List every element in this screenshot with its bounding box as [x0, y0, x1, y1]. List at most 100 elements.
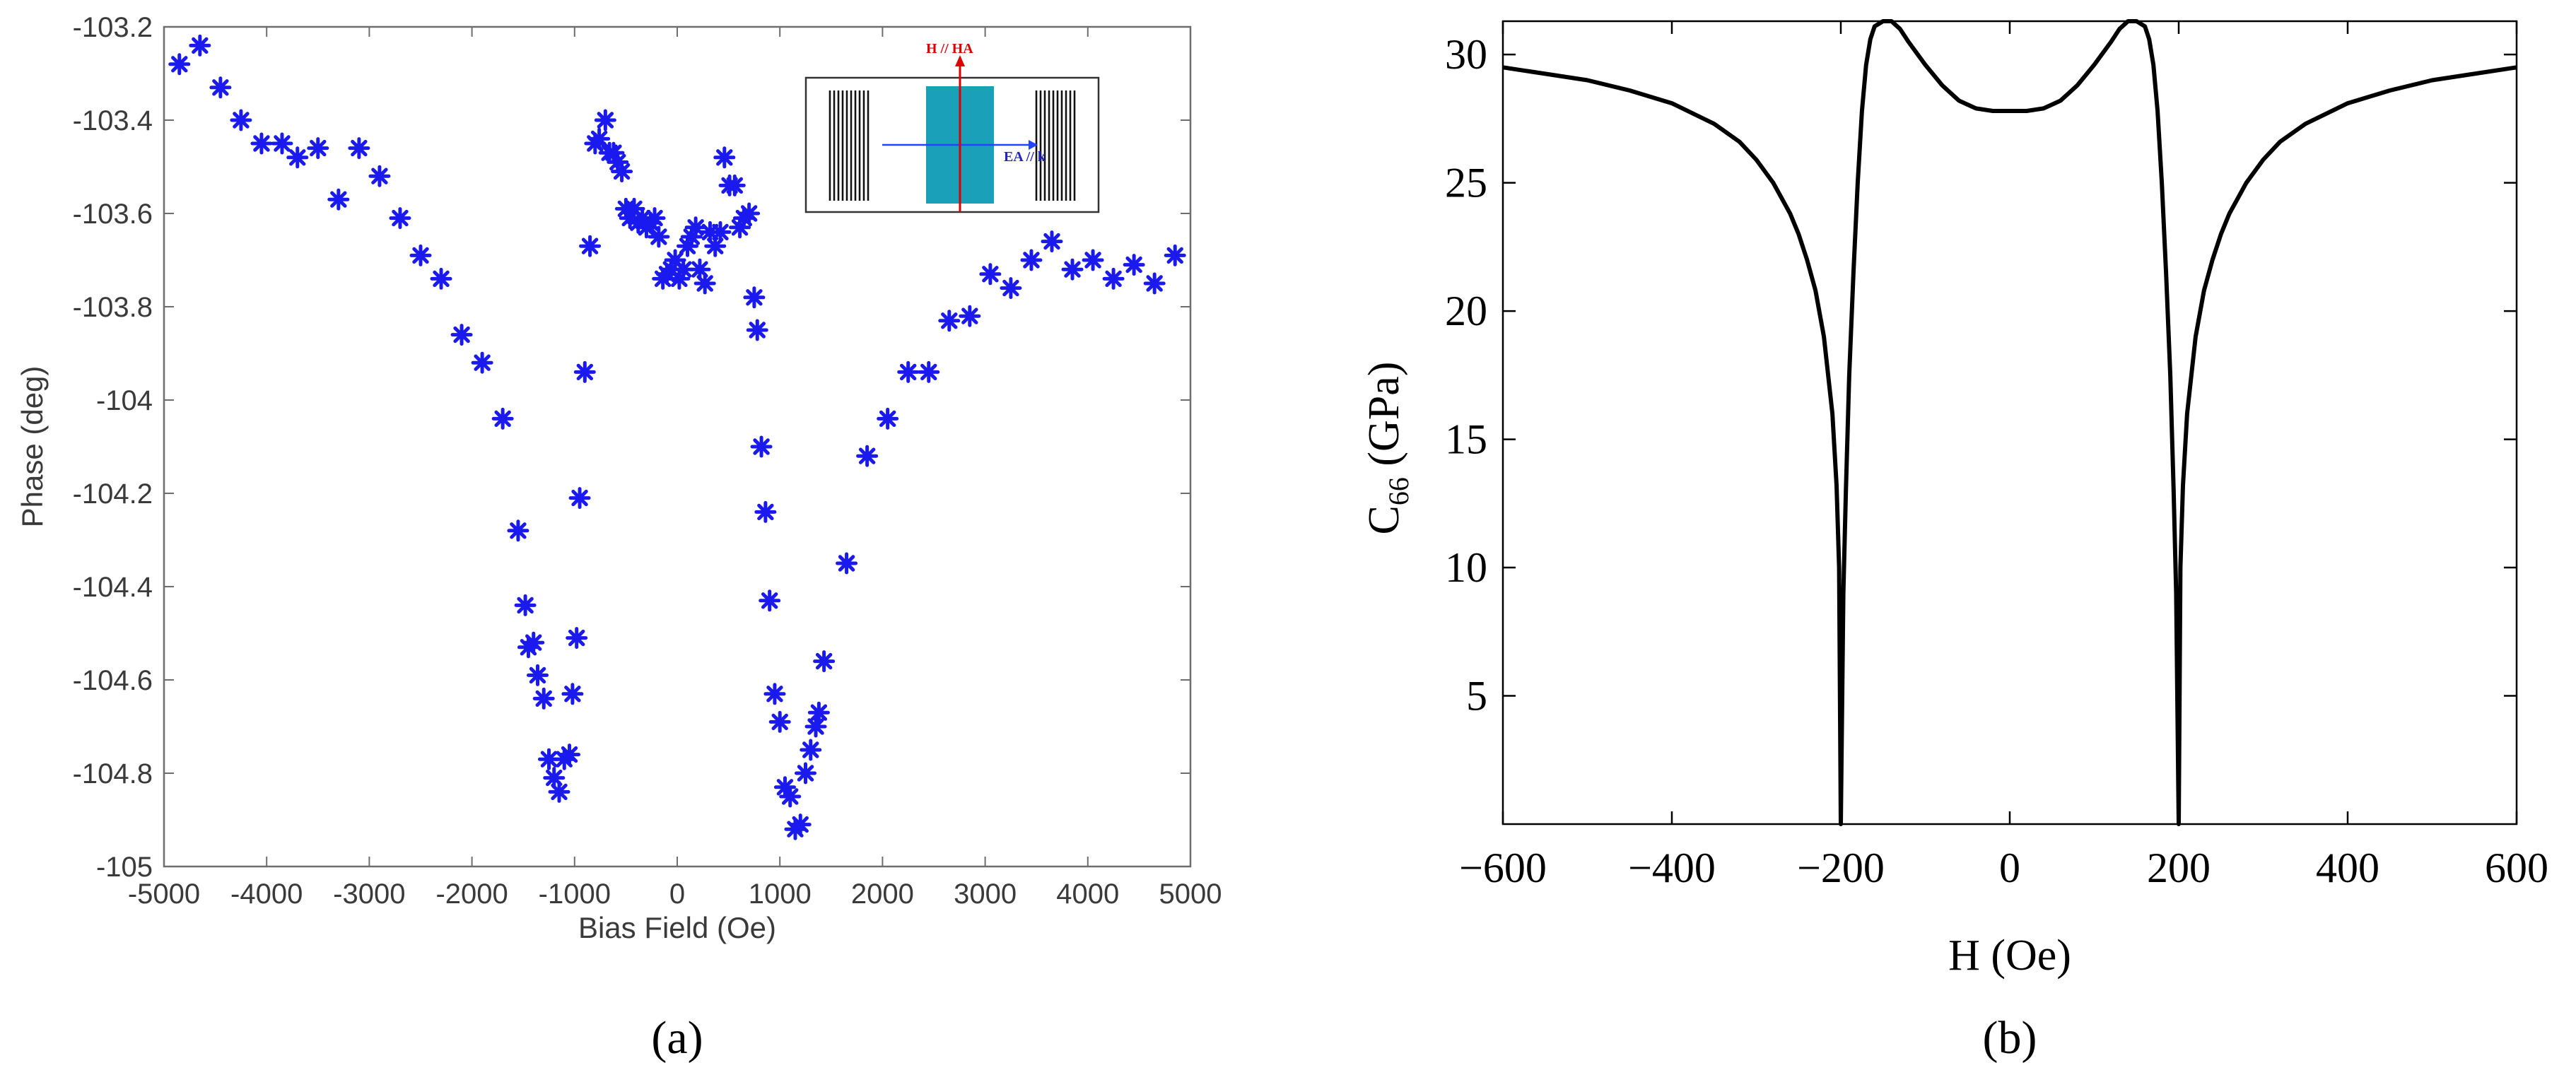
inset-label-h-ha: H // HA — [926, 41, 973, 57]
panel-a-data-point — [348, 137, 370, 160]
panel-a-data-point — [450, 324, 473, 346]
panel-a-data-point — [779, 785, 802, 808]
panel-a-data-point — [1143, 272, 1166, 295]
panel-a-data-points — [168, 34, 1186, 840]
panel-a-data-point — [1123, 254, 1145, 276]
panel-b-caption: (b) — [1983, 1012, 2037, 1064]
panel-a-data-point — [327, 188, 350, 211]
panel-b-x-tick-label: 200 — [2147, 845, 2211, 891]
panel-a-x-tick-label: -2000 — [435, 879, 508, 910]
panel-b-x-tick-label: 400 — [2316, 845, 2379, 891]
panel-a-data-point — [918, 360, 940, 383]
panel-a-y-tick-label: -105 — [96, 852, 153, 883]
panel-a-data-point — [897, 360, 920, 383]
panel-a-data-point — [507, 519, 529, 542]
panel-a-y-tick-label: -103.8 — [73, 292, 153, 323]
panel-a-data-point — [189, 34, 211, 57]
panel-a-data-point — [723, 174, 746, 196]
panel-a-data-point — [307, 137, 329, 160]
panel-a-data-point — [230, 109, 252, 131]
panel-b-x-tick-label: 0 — [1999, 845, 2020, 891]
panel-a-data-point — [789, 813, 812, 836]
panel-b-y-tick-label: 20 — [1445, 288, 1487, 334]
panel-a-data-point — [768, 710, 791, 733]
panel-b-y-tick-label: 15 — [1445, 416, 1487, 463]
panel-a-data-point — [389, 207, 411, 230]
panel-a-data-point — [959, 305, 981, 327]
panel-a-data-point — [938, 310, 961, 332]
panel-a-y-tick-label: -104 — [96, 385, 153, 416]
panel-b-line-chart: −600 −400 −200 0 200 400 600 5 10 15 20 25 30 H (Oe)… — [1360, 19, 2548, 1064]
panel-b-x-axis-label: H (Oe) — [1948, 932, 2071, 980]
panel-b-ticks: −600 −400 −200 0 200 400 600 5 10 15 20 25 30 — [1445, 21, 2548, 891]
panel-a-x-tick-label: -1000 — [539, 879, 611, 910]
panel-a-data-point — [643, 207, 666, 230]
panel-a-y-axis-label: Phase (deg) — [16, 366, 49, 528]
panel-b-plot-frame — [1501, 20, 2518, 826]
panel-a-x-tick-label: 3000 — [954, 879, 1017, 910]
panel-a-data-point — [759, 589, 781, 612]
panel-a-y-tick-label: -104.8 — [73, 758, 153, 789]
panel-a-data-point — [514, 594, 537, 616]
panel-a-ticks: -5000 -4000 -3000 -2000 -1000 0 1000 2000 3000 40… — [73, 12, 1222, 910]
panel-a-data-point — [800, 739, 822, 761]
panel-a-data-point — [684, 216, 707, 239]
panel-a-data-point — [409, 244, 432, 266]
panel-b-y-label-rest: (GPa) — [1360, 362, 1408, 478]
panel-a-data-point — [754, 500, 777, 523]
panel-b-y-axis-label: C66 (GPa) — [1360, 362, 1415, 535]
panel-a-data-point — [1000, 277, 1022, 300]
panel-a-scatter-chart: -5000 -4000 -3000 -2000 -1000 0 1000 2000 3000 40… — [16, 12, 1222, 1064]
panel-a-data-point — [568, 487, 591, 510]
panel-a-data-point — [548, 780, 570, 803]
panel-b-y-label-sub: 66 — [1383, 477, 1415, 505]
panel-b-x-tick-label: −400 — [1628, 845, 1716, 891]
inset-right-electrode-comb — [1035, 90, 1076, 201]
inset-label-ea-k: EA // k — [1004, 149, 1046, 165]
panel-b-x-tick-label: 600 — [2485, 845, 2548, 891]
panel-b-y-tick-label: 25 — [1445, 160, 1487, 206]
panel-a-data-point — [611, 160, 633, 183]
panel-a-data-point — [693, 272, 716, 295]
panel-a-x-tick-label: 5000 — [1159, 879, 1222, 910]
panel-a-x-tick-label: -4000 — [230, 879, 303, 910]
inset-easy-axis-arrowhead — [1029, 140, 1038, 150]
panel-a-data-point — [561, 683, 584, 705]
panel-a-x-tick-label: 0 — [669, 879, 685, 910]
panel-a-x-axis-label: Bias Field (Oe) — [578, 911, 776, 944]
panel-a-data-point — [491, 407, 514, 430]
panel-a-data-point — [1041, 230, 1063, 253]
panel-a-data-point — [522, 631, 545, 654]
panel-a-data-point — [804, 715, 827, 738]
panel-a-y-tick-label: -104.2 — [73, 478, 153, 510]
panel-a-y-tick-label: -103.4 — [73, 105, 153, 136]
panel-a-data-point — [1020, 249, 1043, 271]
panel-b-c66-curve — [1502, 19, 2517, 826]
panel-a-x-tick-label: 2000 — [851, 879, 914, 910]
panel-a-y-tick-label: -103.2 — [73, 12, 153, 43]
panel-a-data-point — [527, 664, 549, 686]
panel-b-x-tick-label: −600 — [1459, 845, 1547, 891]
panel-a-data-point — [807, 701, 830, 724]
panel-a-x-tick-label: 1000 — [749, 879, 812, 910]
panel-a-data-point — [594, 109, 616, 131]
panel-a-data-point — [763, 683, 786, 705]
panel-a-data-point — [746, 319, 768, 341]
panel-a-data-point — [795, 762, 816, 785]
panel-a-data-point — [271, 132, 293, 155]
panel-a-data-point — [750, 435, 773, 458]
panel-b-y-label-main: C — [1360, 505, 1408, 534]
panel-a-data-point — [709, 221, 732, 243]
panel-a-data-point — [1061, 258, 1084, 281]
panel-a-data-point — [1082, 249, 1104, 271]
panel-a-data-point — [573, 360, 596, 383]
panel-a-data-point — [738, 202, 761, 225]
panel-a-x-tick-label: 4000 — [1056, 879, 1119, 910]
panel-b-y-tick-label: 10 — [1445, 544, 1487, 591]
panel-a-data-point — [813, 650, 836, 673]
panel-a-data-point — [713, 146, 736, 169]
panel-a-data-point — [979, 263, 1002, 286]
panel-a-data-point — [168, 53, 191, 76]
panel-a-data-point — [579, 235, 602, 257]
